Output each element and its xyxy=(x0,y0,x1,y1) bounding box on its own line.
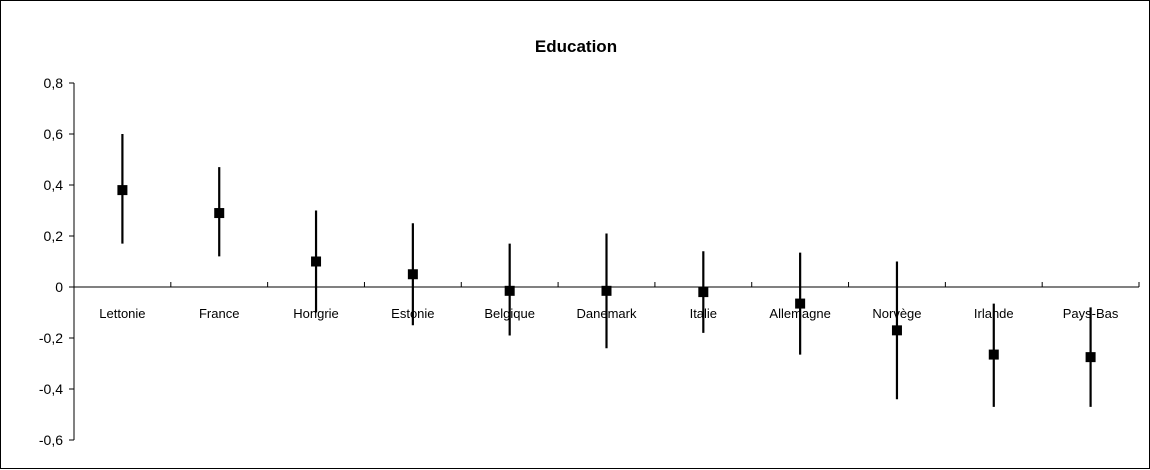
y-tick-label: 0 xyxy=(55,279,63,295)
data-point-marker xyxy=(117,185,128,196)
y-tick-label: 0,2 xyxy=(44,228,64,244)
y-tick-label: -0,2 xyxy=(39,330,63,346)
x-tick-label: Lettonie xyxy=(99,306,145,321)
data-point-marker xyxy=(601,285,612,296)
data-point-marker xyxy=(311,256,322,267)
data-point-marker xyxy=(214,208,225,219)
y-tick-label: 0,4 xyxy=(44,177,64,193)
y-tick-label: -0,4 xyxy=(39,381,63,397)
y-axis: -0,6 -0,4 -0,2 0 0,2 0,4 0,6 0,8 xyxy=(39,75,75,448)
data-point-marker xyxy=(407,269,418,280)
data-point-marker xyxy=(891,325,902,336)
x-tick-label: France xyxy=(199,306,239,321)
x-tick-label: Hongrie xyxy=(293,306,339,321)
data-point-marker xyxy=(1085,352,1096,363)
data-point-marker xyxy=(795,298,806,309)
y-tick-label: 0,6 xyxy=(44,126,64,142)
data-point-marker xyxy=(698,287,709,298)
data-point-marker xyxy=(504,285,515,296)
series-education xyxy=(117,134,1096,407)
y-tick-label: -0,6 xyxy=(39,432,63,448)
chart-title: Education xyxy=(535,37,617,56)
y-tick-label: 0,8 xyxy=(44,75,64,91)
data-point-marker xyxy=(988,349,999,360)
